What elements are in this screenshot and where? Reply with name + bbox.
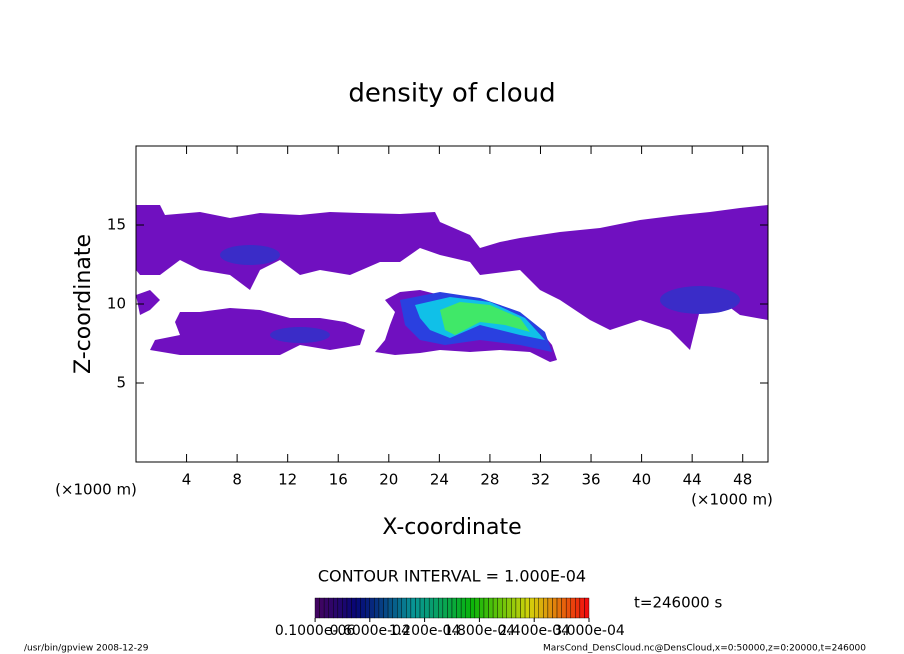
colorbar-swatch <box>397 597 402 619</box>
cloud-field <box>136 205 768 362</box>
x-tick-label: 4 <box>182 471 192 489</box>
colorbar-swatch <box>392 597 398 619</box>
colorbar-label: 2.400e-04 <box>498 623 570 639</box>
colorbar-swatch <box>351 597 357 619</box>
colorbar-swatch <box>374 597 380 619</box>
x-tick-label: 20 <box>379 471 398 489</box>
colorbar-swatch <box>428 597 434 619</box>
colorbar-swatch <box>552 597 558 619</box>
colorbar-label: 0.1000e-06 <box>275 623 356 639</box>
colorbar-swatch <box>474 597 480 619</box>
colorbar-swatch <box>447 597 453 619</box>
colorbar-swatch <box>561 597 567 619</box>
colorbar-label: 3.000e-04 <box>553 623 625 639</box>
colorbar-swatch <box>433 597 439 619</box>
y-axis-label: Z-coordinate <box>71 234 96 374</box>
colorbar-swatch <box>565 597 571 619</box>
colorbar-swatch <box>502 597 508 619</box>
colorbar-label: 0.6000e-04 <box>330 623 411 639</box>
colorbar-swatch <box>492 597 498 619</box>
colorbar-swatch <box>538 597 544 619</box>
x-tick-label: 44 <box>683 471 702 489</box>
colorbar-swatch <box>520 597 526 619</box>
colorbar-swatch <box>337 597 343 619</box>
colorbar: 0.1000e-060.6000e-041.200e-041.800e-042.… <box>275 597 625 639</box>
colorbar-label: 1.200e-04 <box>389 623 461 639</box>
colorbar-swatch <box>346 597 352 619</box>
contour-interval: CONTOUR INTERVAL = 1.000E-04 <box>318 567 586 586</box>
colorbar-swatch <box>383 597 389 619</box>
x-tick-label: 40 <box>632 471 651 489</box>
x-tick-label: 24 <box>430 471 449 489</box>
colorbar-swatch <box>424 597 430 619</box>
colorbar-swatch <box>556 597 562 619</box>
colorbar-swatch <box>506 597 512 619</box>
colorbar-swatch <box>323 597 329 619</box>
colorbar-swatch <box>515 597 521 619</box>
colorbar-swatch <box>579 597 585 619</box>
colorbar-swatch <box>488 597 494 619</box>
colorbar-swatch <box>410 597 416 619</box>
x-tick-label: 28 <box>480 471 499 489</box>
colorbar-swatch <box>378 597 384 619</box>
x-tick-label: 8 <box>232 471 242 489</box>
x-unit-label: (×1000 m) <box>691 491 773 509</box>
colorbar-swatch <box>355 597 361 619</box>
colorbar-swatch <box>543 597 549 619</box>
colorbar-swatch <box>497 597 503 619</box>
colorbar-swatch <box>319 597 325 619</box>
colorbar-swatch <box>570 597 576 619</box>
colorbar-swatch <box>419 597 425 619</box>
colorbar-swatch <box>415 597 421 619</box>
colorbar-swatch <box>470 597 476 619</box>
footer-left: /usr/bin/gpview 2008-12-29 <box>24 644 149 654</box>
colorbar-swatch <box>333 597 339 619</box>
colorbar-swatch <box>575 597 581 619</box>
colorbar-swatch <box>451 597 457 619</box>
x-tick-label: 36 <box>581 471 600 489</box>
colorbar-swatch <box>511 597 517 619</box>
y-tick-label: 15 <box>107 216 126 234</box>
colorbar-swatch <box>401 597 407 619</box>
colorbar-label: 1.800e-04 <box>444 623 516 639</box>
colorbar-swatch <box>524 597 530 619</box>
colorbar-swatch <box>342 597 348 619</box>
x-tick-label: 12 <box>278 471 297 489</box>
colorbar-swatch <box>456 597 462 619</box>
colorbar-swatch <box>479 597 485 619</box>
x-tick-label: 48 <box>733 471 752 489</box>
colorbar-swatch <box>369 597 375 619</box>
colorbar-swatch <box>483 597 489 619</box>
colorbar-swatch <box>314 597 320 619</box>
colorbar-swatch <box>328 597 334 619</box>
colorbar-swatch <box>460 597 466 619</box>
colorbar-swatch <box>529 597 535 619</box>
colorbar-swatch <box>465 597 471 619</box>
colorbar-swatch <box>584 597 590 619</box>
y-tick-label: 5 <box>116 374 126 392</box>
colorbar-swatch <box>442 597 448 619</box>
colorbar-swatch <box>406 597 412 619</box>
y-unit-label: (×1000 m) <box>55 481 137 499</box>
time-label: t=246000 s <box>634 594 722 612</box>
y-tick-label: 10 <box>107 295 126 313</box>
colorbar-swatch <box>365 597 371 619</box>
colorbar-swatch <box>547 597 553 619</box>
x-axis-label: X-coordinate <box>382 515 521 540</box>
colorbar-swatch <box>360 597 366 619</box>
colorbar-swatch <box>387 597 393 619</box>
chart-title: density of cloud <box>348 79 555 109</box>
colorbar-swatch <box>534 597 539 619</box>
x-tick-label: 32 <box>531 471 550 489</box>
colorbar-swatch <box>438 597 444 619</box>
x-tick-label: 16 <box>329 471 348 489</box>
footer-right: MarsCond_DensCloud.nc@DensCloud,x=0:5000… <box>543 644 866 654</box>
